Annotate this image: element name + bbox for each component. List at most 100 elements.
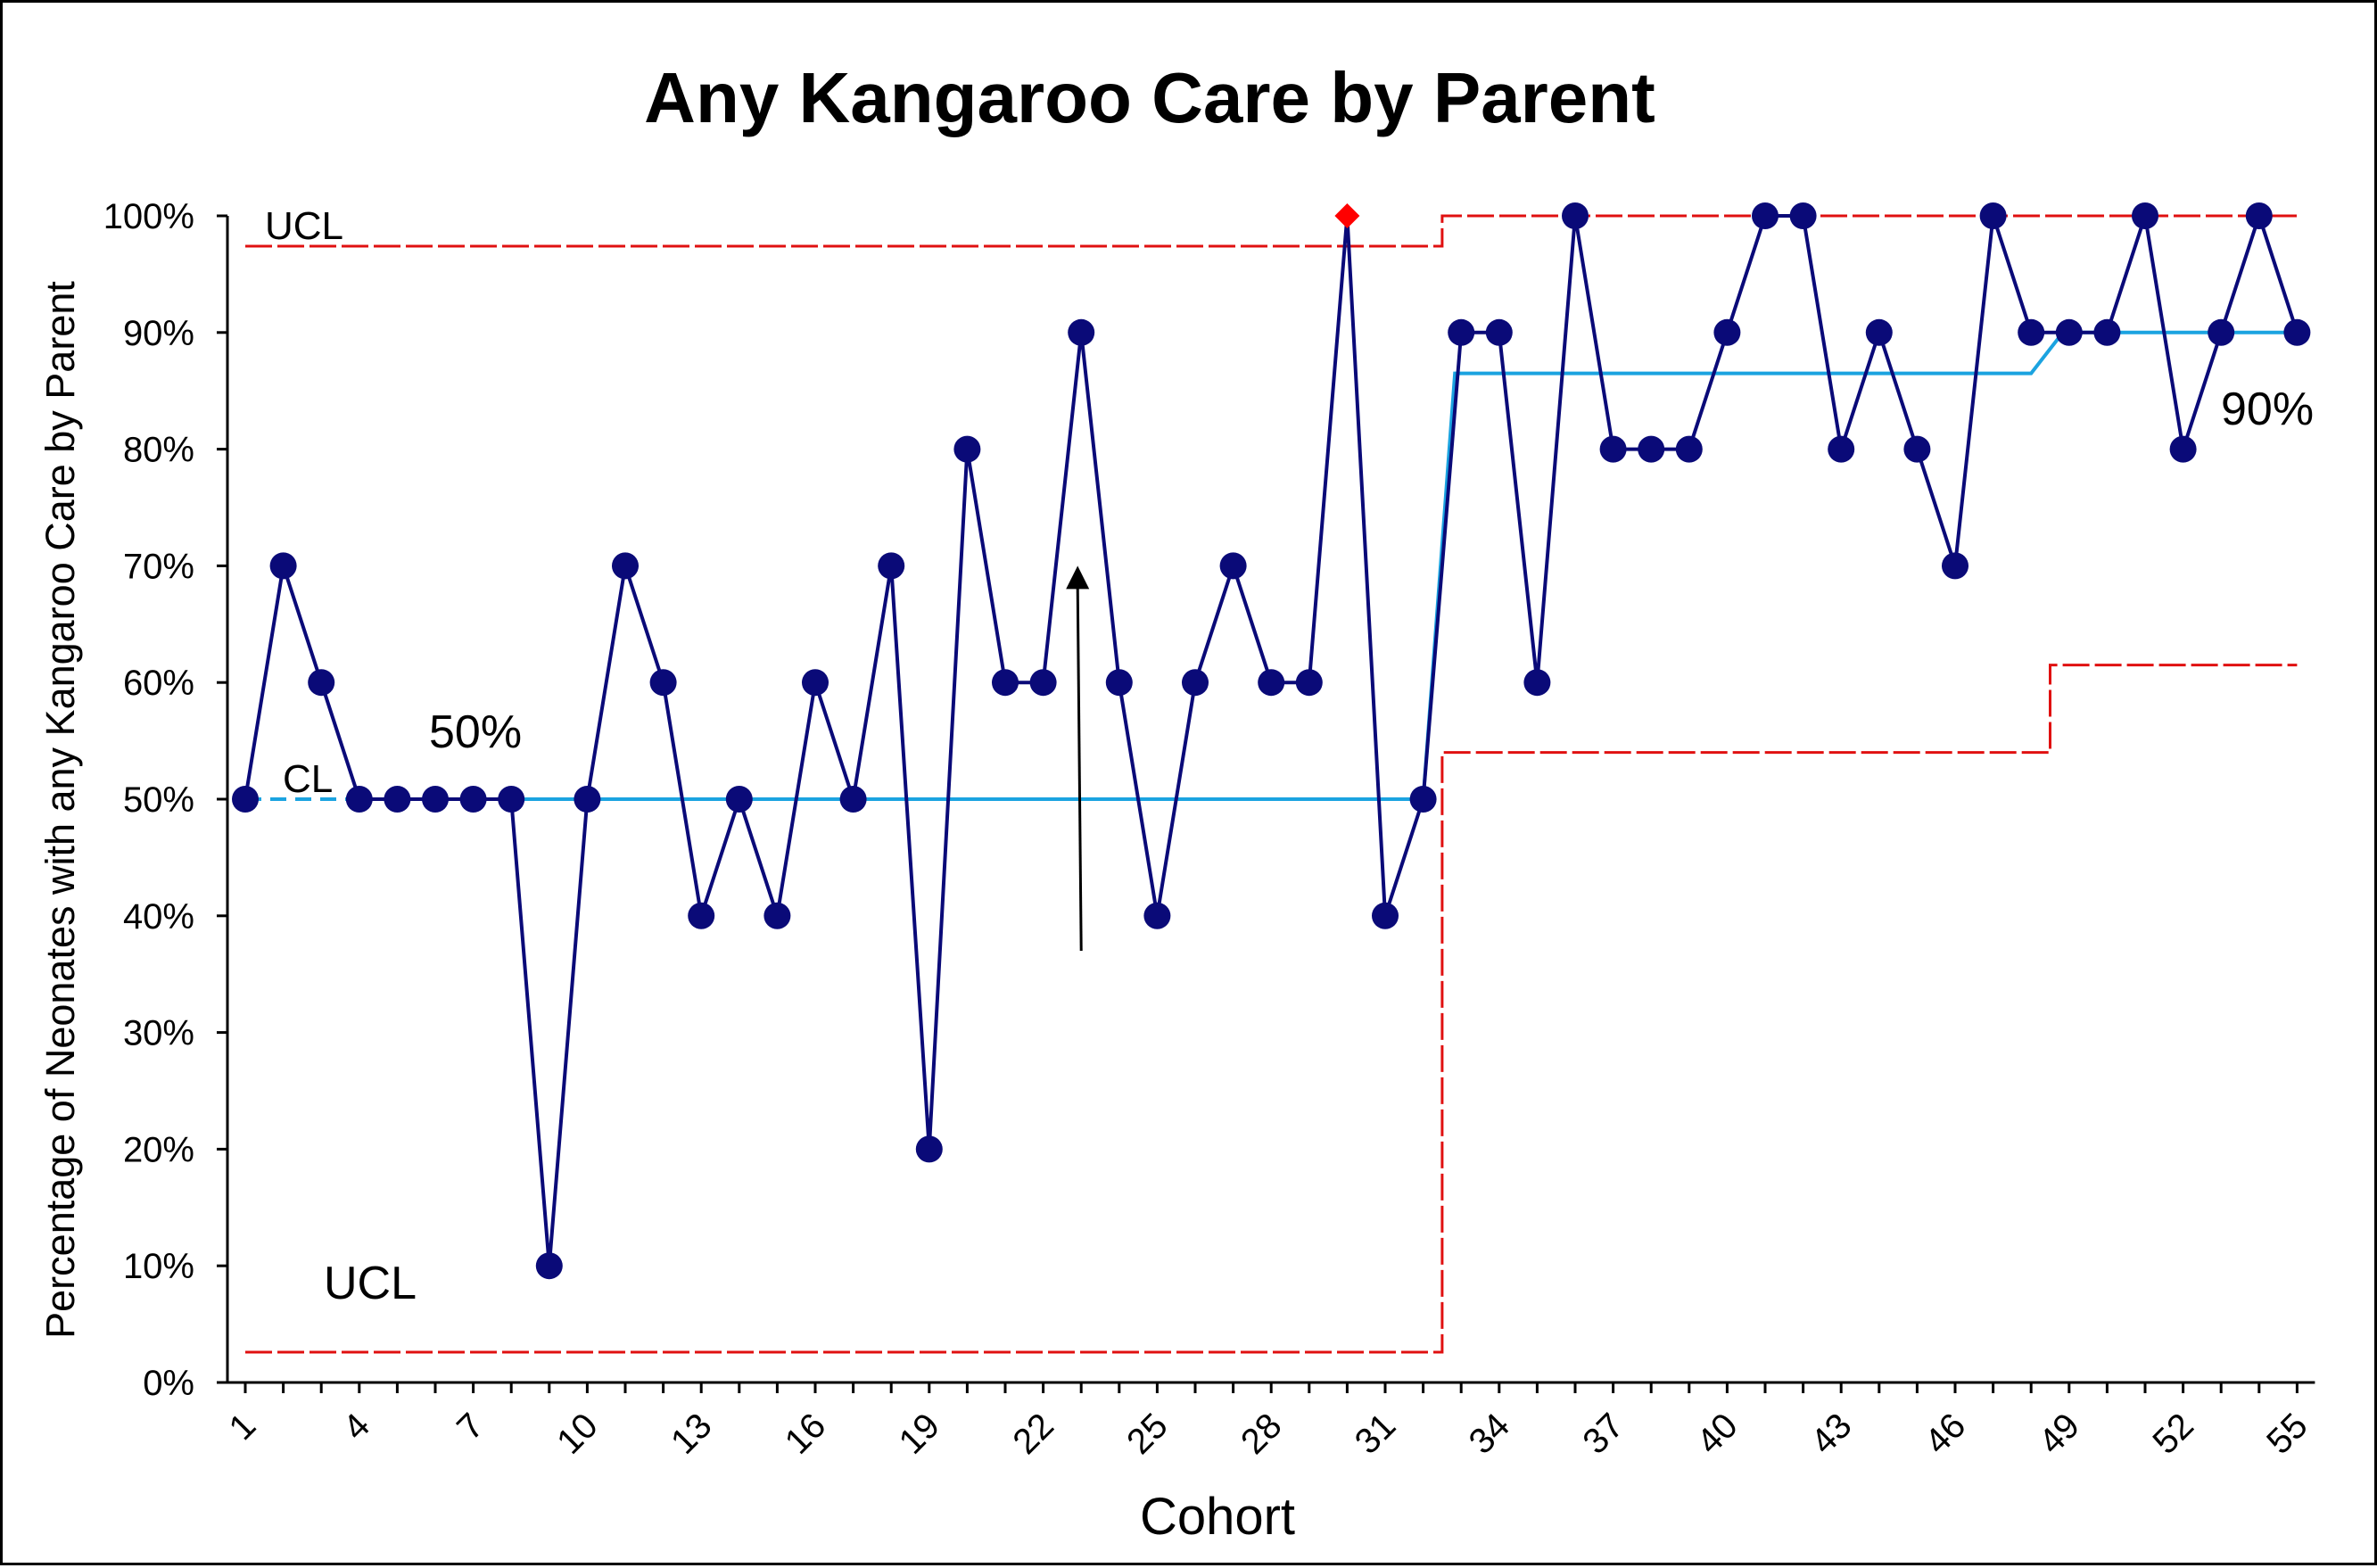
data-point: [232, 786, 259, 813]
data-point: [2055, 318, 2083, 346]
y-tick-label: 80%: [123, 431, 194, 470]
data-point: [688, 902, 715, 929]
y-tick-label: 90%: [123, 314, 194, 353]
data-point: [1182, 669, 1209, 697]
data-point: [2018, 318, 2045, 346]
lower-control-limit: [245, 664, 2298, 1354]
data-point: [269, 552, 297, 580]
x-tick-label: 28: [1234, 1406, 1290, 1462]
data-point: [308, 669, 335, 697]
x-tick-label: 19: [892, 1406, 948, 1462]
data-point: [1295, 669, 1323, 697]
y-axis-label: Percentage of Neonates with any Kangaroo…: [37, 281, 83, 1339]
data-point: [1029, 669, 1057, 697]
y-tick-label: 30%: [123, 1014, 194, 1053]
data-point: [1409, 786, 1437, 813]
center-line-layer: [245, 330, 2298, 801]
arrow-shaft: [1076, 587, 1083, 952]
axes-layer: 0% 10% 20% 30% 40% 50% 60% 70% 80% 90% 100% 1 4 7 10 13…: [103, 197, 2315, 1462]
data-point: [384, 786, 411, 813]
y-tick-label: 60%: [123, 664, 194, 703]
x-tick-label: 16: [778, 1406, 834, 1462]
data-point: [2208, 318, 2235, 346]
data-point: [763, 902, 791, 929]
data-point: [2132, 202, 2158, 229]
data-point: [839, 786, 867, 813]
cl-label: CL: [283, 757, 333, 801]
data-point: [535, 1252, 563, 1280]
data-point: [992, 669, 1019, 697]
y-tick-label: 20%: [123, 1130, 194, 1169]
data-point: [1638, 435, 1665, 463]
arrow-head: [1066, 565, 1090, 590]
data-point: [1789, 202, 1817, 229]
data-point: [1942, 552, 1968, 580]
data-point: [459, 786, 487, 813]
data-point: [1713, 318, 1741, 346]
x-tick-label: 22: [1005, 1406, 1061, 1462]
x-tick-label: 4: [335, 1406, 377, 1448]
data-point: [1675, 435, 1703, 463]
data-point: [725, 786, 753, 813]
control-limits-layer: [245, 214, 2298, 1354]
x-tick-label: 37: [1575, 1406, 1631, 1462]
x-tick-label: 1: [222, 1406, 264, 1448]
data-point: [422, 786, 449, 813]
center-line: [511, 330, 2298, 801]
data-point: [878, 552, 905, 580]
data-point: [1752, 202, 1779, 229]
data-point: [1828, 435, 1855, 463]
data-point: [498, 786, 525, 813]
data-point: [1979, 202, 2007, 229]
x-tick-label: 31: [1348, 1406, 1404, 1462]
ucl-top-label: UCL: [265, 204, 343, 248]
x-tick-label: 43: [1803, 1406, 1860, 1462]
data-point: [1485, 318, 1513, 346]
data-point: [915, 1135, 943, 1163]
data-point: [2093, 318, 2121, 346]
data-point: [2245, 202, 2273, 229]
data-point: [649, 669, 677, 697]
x-tick-label: 7: [450, 1406, 491, 1448]
data-point: [1903, 435, 1931, 463]
data-point: [1599, 435, 1627, 463]
data-point: [1143, 902, 1171, 929]
x-tick-label: 49: [2032, 1406, 2088, 1462]
data-point: [612, 552, 639, 580]
data-point: [1865, 318, 1893, 346]
y-tick-label: 10%: [123, 1247, 194, 1286]
special-cause-point: [1334, 203, 1360, 228]
x-tick-label: 13: [664, 1406, 720, 1462]
y-tick-label: 0%: [143, 1364, 194, 1403]
ucl-bottom-label: UCL: [324, 1258, 417, 1309]
control-chart: Any Kangaroo Care by Parent Percentage o…: [37, 58, 2315, 1546]
data-point: [1562, 202, 1589, 229]
cl-value-last-label: 90%: [2221, 384, 2314, 435]
x-tick-label: 25: [1119, 1406, 1176, 1462]
data-point: [1523, 669, 1551, 697]
data-point: [345, 786, 373, 813]
data-point: [1258, 669, 1285, 697]
x-tick-label: 52: [2145, 1406, 2201, 1462]
y-tick-label: 50%: [123, 780, 194, 820]
data-point: [802, 669, 829, 697]
data-point: [1448, 318, 1475, 346]
x-tick-label: 40: [1689, 1406, 1746, 1462]
data-point: [1105, 669, 1133, 697]
data-point: [1219, 552, 1247, 580]
x-axis-label: Cohort: [1140, 1488, 1295, 1546]
data-point: [1372, 902, 1399, 929]
x-tick-label: 55: [2259, 1406, 2315, 1462]
upper-control-limit: [245, 214, 2298, 248]
y-tick-label: 70%: [123, 547, 194, 586]
x-tick-label: 34: [1462, 1406, 1518, 1462]
data-series-layer: [232, 202, 2311, 1280]
data-point: [1068, 318, 1095, 346]
x-tick-label: 46: [1918, 1406, 1974, 1462]
y-tick-label: 100%: [103, 197, 194, 236]
cl-value-first-label: 50%: [429, 706, 522, 758]
y-axis-label-group: Percentage of Neonates with any Kangaroo…: [37, 281, 83, 1339]
data-point: [953, 435, 981, 463]
data-point: [574, 786, 601, 813]
